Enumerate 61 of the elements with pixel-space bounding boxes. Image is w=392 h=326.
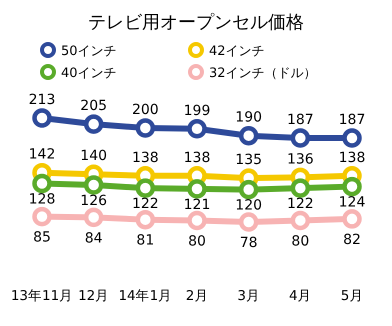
point [136,118,156,138]
point [342,128,362,148]
point [136,210,156,230]
point [342,209,362,229]
label: 138 [184,150,210,166]
point [84,175,104,195]
label: 81 [136,232,154,249]
label: 121 [184,196,210,213]
label: 138 [338,150,366,166]
label: 80 [188,233,206,250]
legend-label: 40インチ [61,66,117,81]
label: 84 [84,230,103,246]
label: 140 [80,148,108,164]
label: 142 [28,146,56,163]
label: 120 [235,198,262,214]
point [290,210,310,230]
point [136,178,156,198]
xtick: 2月 [186,288,208,304]
point [238,126,258,146]
point [290,128,310,148]
xtick: 13年11月 [10,288,74,304]
label: 78 [240,235,258,251]
point [238,180,258,200]
xtick: 12月 [78,288,110,304]
label: 205 [80,98,108,114]
label: 199 [184,102,210,119]
point [84,114,104,134]
point [32,108,52,128]
label: 187 [338,112,366,128]
point [238,212,258,232]
label: 124 [338,194,366,211]
label: 85 [33,230,51,246]
label: 213 [28,92,56,108]
legend-label: 50インチ [61,44,117,59]
point [187,210,207,230]
label: 122 [286,196,314,212]
label: 200 [132,102,159,118]
point [290,178,310,198]
legend-label: 42インチ [209,44,265,59]
label: 126 [80,193,108,210]
xtick: 5月 [340,288,364,304]
point [84,208,104,228]
label: 136 [286,151,314,168]
label: 128 [28,191,56,208]
point [32,174,52,194]
label: 80 [291,233,310,250]
label: 82 [343,232,361,248]
point [32,206,52,226]
label: 122 [132,196,159,212]
point [187,119,207,139]
xtick: 4月 [289,288,312,304]
point [187,179,207,199]
legend-label: 32インチ（ドル） [209,66,317,81]
label: 138 [132,150,159,166]
title: テレビ用オープンセル価格 [88,12,304,33]
xtick: 3月 [237,288,260,304]
xtick: 14年1月 [118,288,172,304]
label: 135 [235,152,262,168]
point [342,176,362,196]
label: 187 [286,112,314,128]
label: 190 [235,110,262,126]
